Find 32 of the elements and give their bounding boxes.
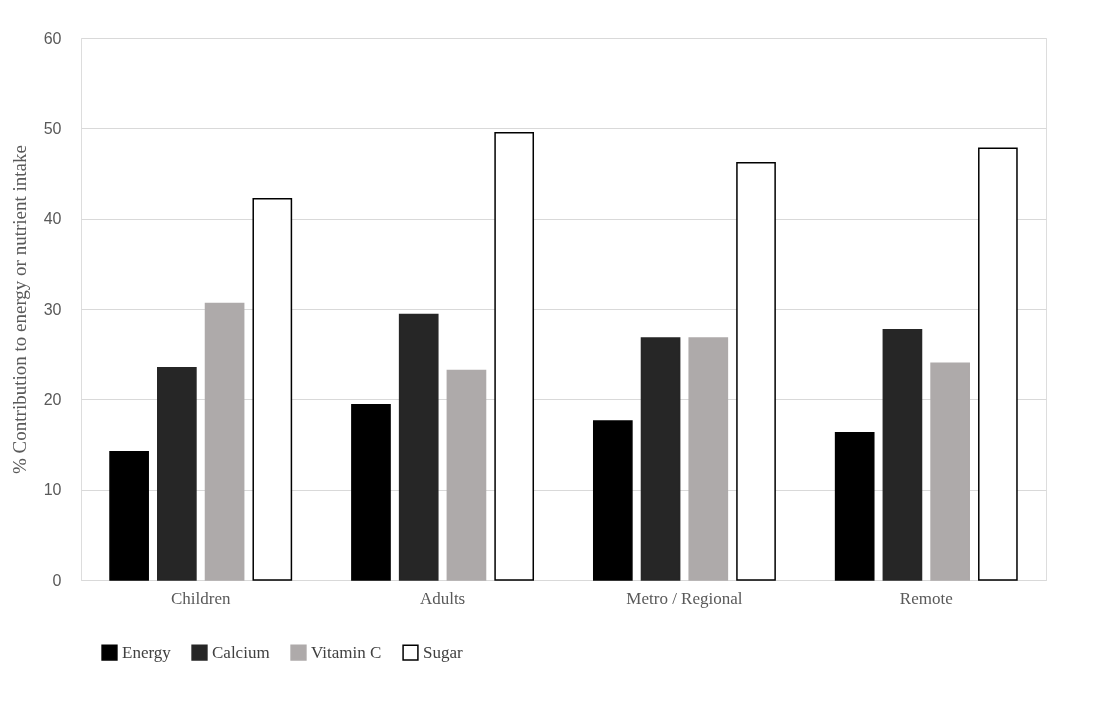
bar (736, 161, 776, 581)
bar (157, 366, 197, 581)
bar (494, 132, 535, 581)
bar (882, 329, 923, 581)
bar (592, 420, 633, 581)
y-tick-label: 50 (43, 119, 62, 137)
bar (351, 404, 391, 581)
legend-label: Vitamin C (311, 642, 382, 662)
y-tick-label: 10 (43, 481, 62, 499)
bar (640, 337, 681, 581)
legend-label: Sugar (423, 642, 463, 662)
x-tick-label: Metro / Regional (626, 588, 743, 608)
bar (204, 302, 245, 581)
y-axis-title: % Contribution to energy or nutrient intake (8, 145, 30, 474)
x-tick-label: Remote (899, 588, 953, 608)
bar (930, 362, 970, 581)
bar (252, 198, 293, 581)
bar (109, 450, 149, 581)
bar (446, 369, 487, 581)
y-tick-label: 0 (52, 571, 62, 589)
x-tick-label: Adults (419, 588, 466, 608)
bar (688, 337, 729, 581)
y-tick-label: 30 (43, 300, 62, 318)
bar (398, 313, 439, 581)
bar (834, 432, 875, 581)
legend-label: Energy (122, 642, 172, 662)
y-tick-label: 40 (43, 210, 62, 228)
bar (978, 147, 1018, 581)
y-tick-label: 20 (43, 390, 62, 408)
x-tick-label: Children (170, 588, 231, 608)
y-tick-label: 60 (43, 29, 62, 47)
legend-label: Calcium (212, 642, 270, 662)
